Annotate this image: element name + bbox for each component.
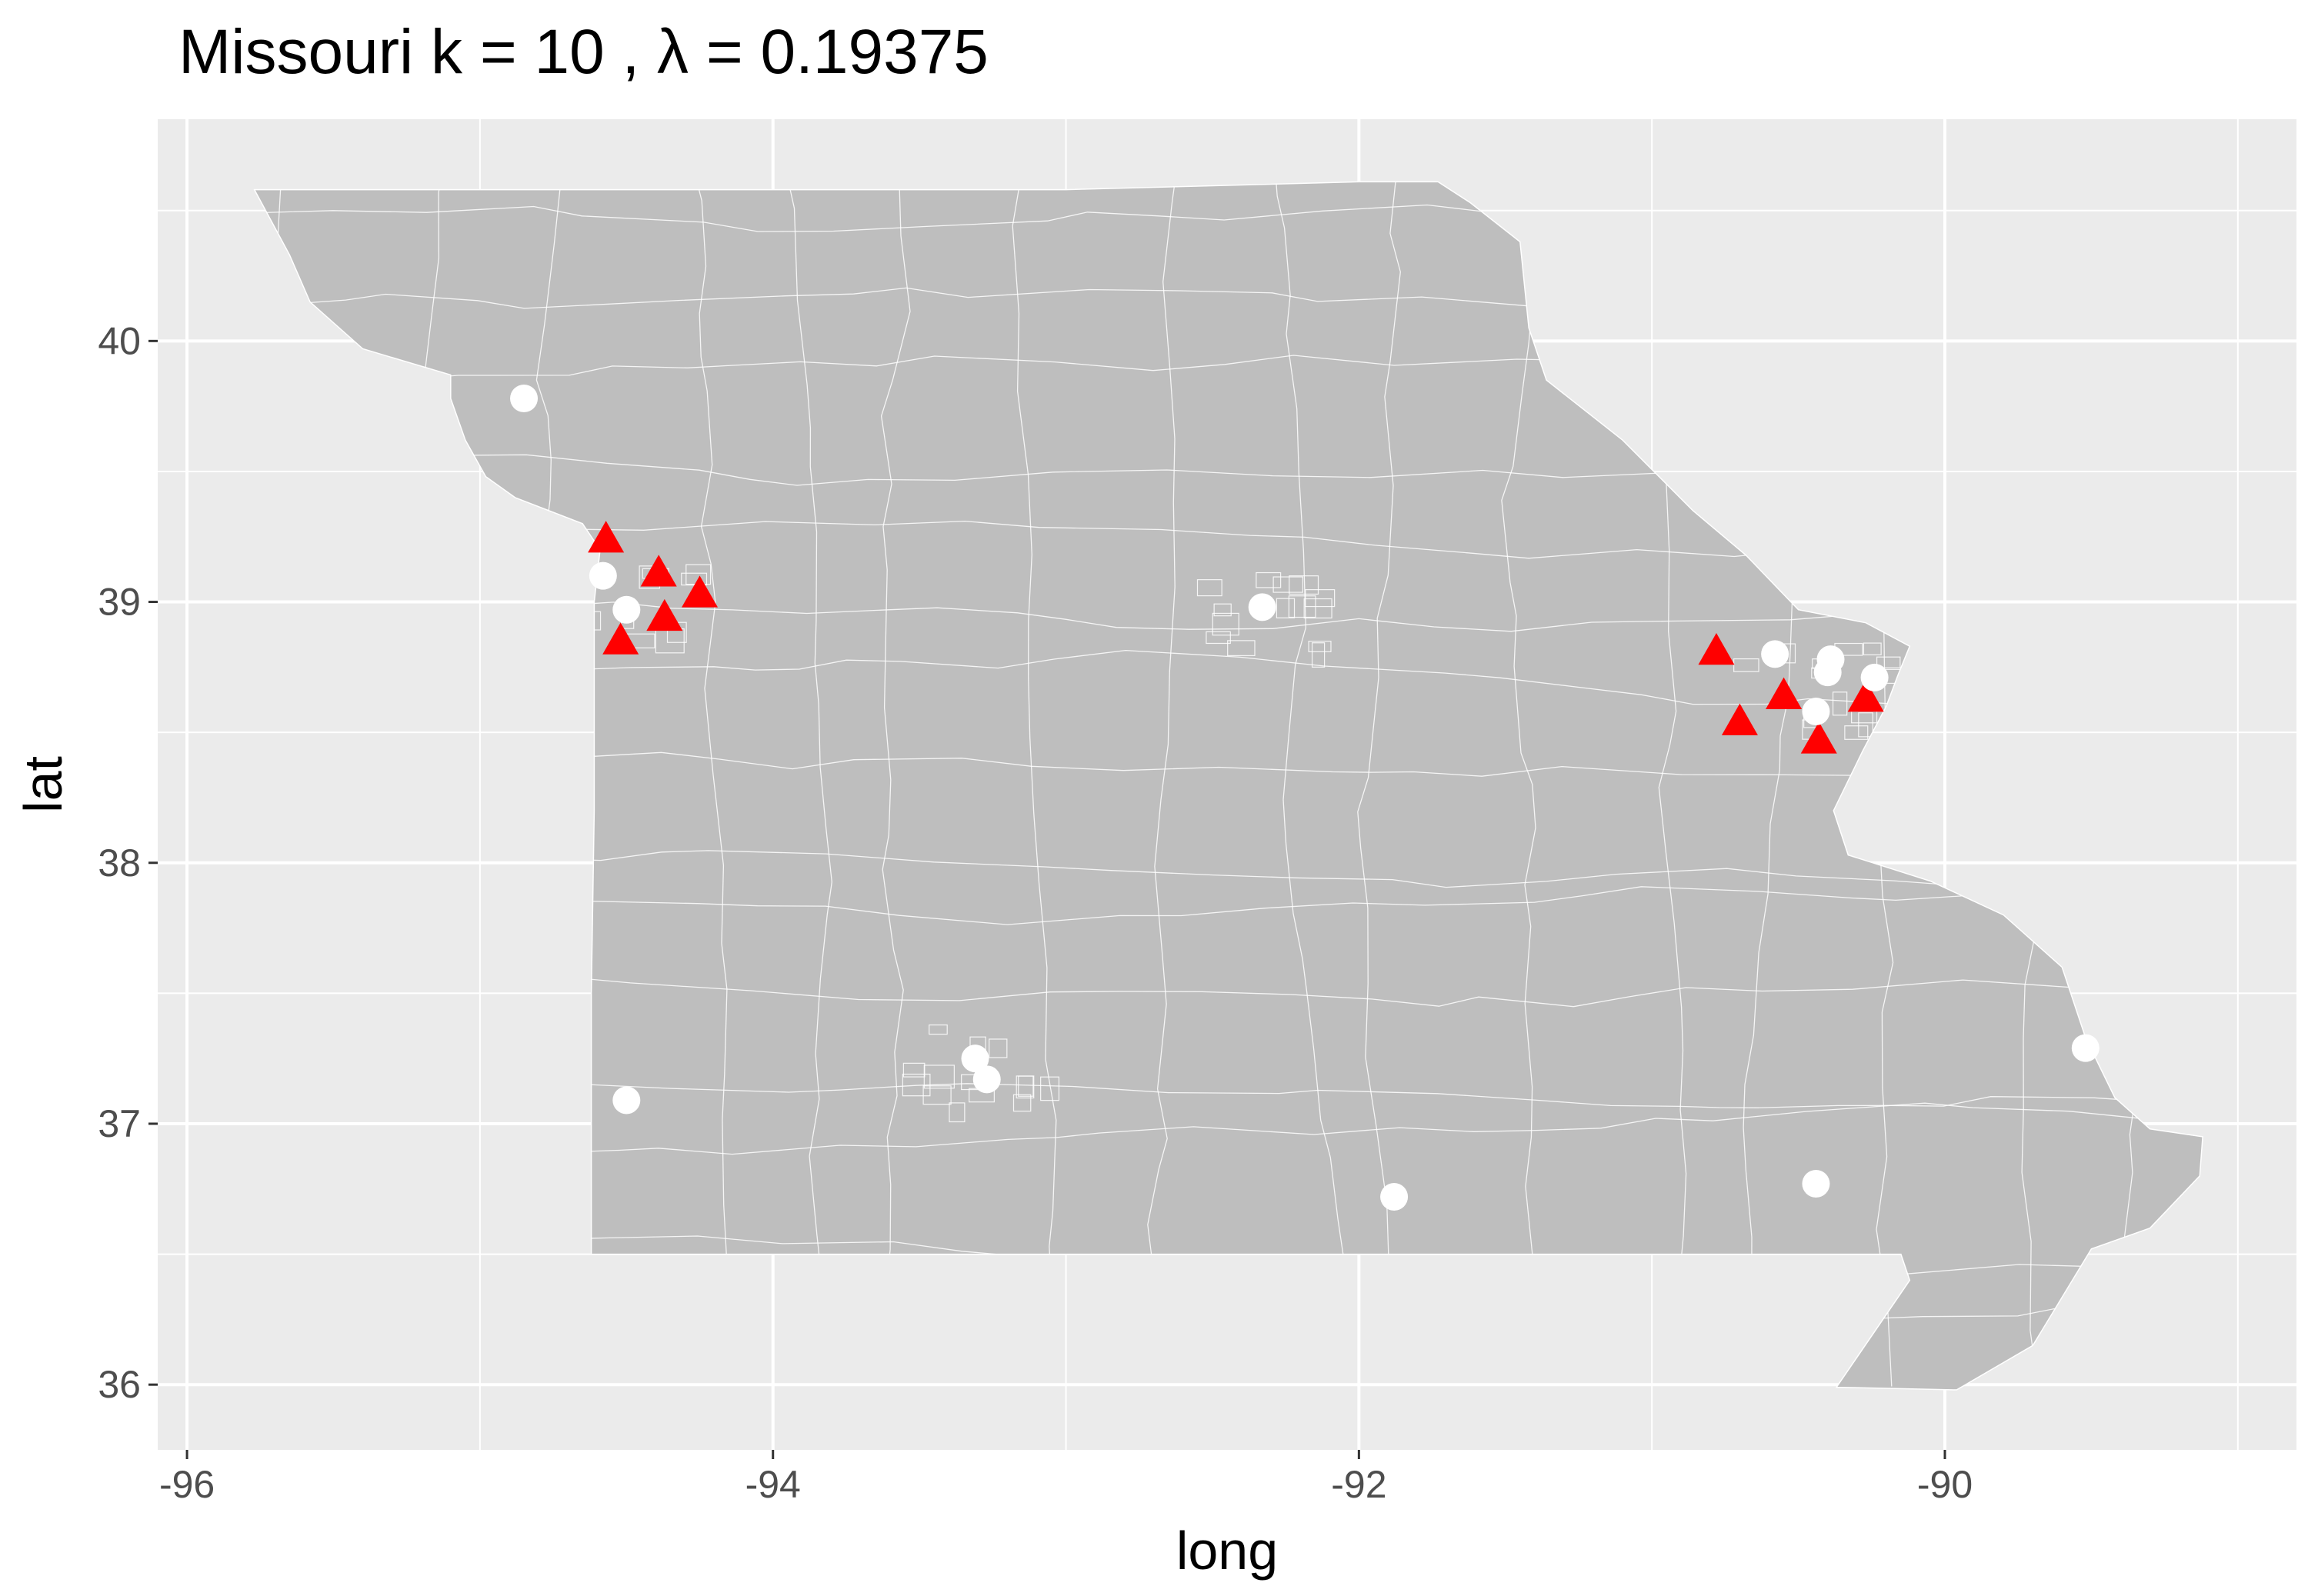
district-boundary-line — [1012, 182, 1066, 1390]
triangle-point — [682, 575, 719, 608]
metro-tract-boundary — [1206, 631, 1231, 645]
metro-tract-boundary — [1733, 658, 1759, 672]
triangle-point — [1698, 633, 1735, 665]
metro-tract-boundary — [1276, 598, 1296, 618]
metro-tract-boundary — [1212, 612, 1239, 636]
circle-point — [1802, 1170, 1830, 1198]
triangle-point — [640, 555, 677, 587]
metro-tract-boundary — [1272, 576, 1304, 593]
x-tick-label: -92 — [1331, 1463, 1386, 1506]
district-boundary-line — [1147, 182, 1179, 1390]
triangle-point — [1800, 721, 1837, 754]
metro-tract-boundary — [923, 1065, 955, 1089]
metro-tract-boundary — [1844, 725, 1869, 740]
metro-tract-boundary — [1303, 598, 1332, 619]
metro-tract-boundary — [681, 572, 708, 586]
chart-title: Missouri k = 10 , λ = 0.19375 — [178, 17, 989, 87]
y-tick-label: 36 — [98, 1363, 141, 1406]
district-boundary-line — [1501, 182, 1543, 1390]
triangle-point — [602, 622, 639, 655]
metro-tract-boundary — [1863, 642, 1882, 655]
y-tick-labels: 36 37 38 39 40 — [98, 319, 141, 1406]
circle-point — [1813, 658, 1842, 687]
metro-tract-boundary — [1305, 589, 1336, 608]
x-tick-label: -96 — [159, 1463, 215, 1506]
y-tick-label: 37 — [98, 1102, 141, 1145]
triangle-point — [1766, 677, 1803, 709]
points-layer — [510, 384, 2100, 1211]
circle-point — [1802, 698, 1830, 726]
triangle-point — [1721, 703, 1758, 735]
y-axis-title: lat — [13, 756, 73, 813]
metro-tract-boundary — [1196, 579, 1222, 597]
circle-point — [589, 561, 617, 590]
x-tick-labels: -96 -94 -92 -90 — [159, 1463, 1973, 1506]
circle-point — [1248, 593, 1276, 621]
metro-tract-boundary — [1858, 712, 1873, 738]
metro-tract-boundary — [1256, 571, 1282, 588]
circle-point — [612, 595, 641, 624]
circle-point — [612, 1086, 641, 1115]
circle-point — [961, 1045, 989, 1073]
metro-tract-boundary — [1289, 575, 1319, 595]
metro-tract-boundary — [1018, 1075, 1034, 1097]
district-boundary-line — [1273, 182, 1361, 1390]
metro-tract-boundary — [1040, 1076, 1060, 1101]
metro-tract-boundary — [929, 1024, 948, 1035]
axis-ticks — [148, 339, 1946, 1459]
circle-point — [1860, 663, 1889, 691]
metro-tract-boundary — [1832, 691, 1848, 716]
circle-point — [1380, 1182, 1409, 1211]
y-tick-label: 38 — [98, 841, 141, 885]
metro-tract-boundary — [989, 1038, 1008, 1058]
y-tick-label: 40 — [98, 319, 141, 362]
metro-tract-boundary — [1308, 641, 1332, 652]
metro-tract-boundary — [1227, 640, 1256, 656]
metro-tract-boundary — [922, 1085, 952, 1105]
metro-tract-boundary — [1213, 603, 1232, 617]
metro-tract-boundary — [1012, 1094, 1032, 1112]
district-boundary-line — [876, 182, 911, 1390]
metro-tract-boundary — [1876, 656, 1901, 668]
metro-tract-boundary — [902, 1073, 931, 1097]
circle-point — [510, 384, 539, 412]
missouri-state-shape — [253, 181, 2203, 1391]
metro-tract-boundary — [949, 1102, 966, 1123]
triangle-point — [588, 521, 625, 553]
circle-point — [1761, 640, 1789, 668]
district-boundary-line — [690, 182, 728, 1390]
circle-point — [972, 1065, 1001, 1094]
triangle-point — [1847, 680, 1884, 712]
y-tick-label: 39 — [98, 581, 141, 624]
x-axis-title: long — [1176, 1521, 1278, 1581]
metro-tract-boundary — [1311, 642, 1326, 668]
x-tick-label: -94 — [745, 1463, 801, 1506]
x-tick-label: -90 — [1917, 1463, 1973, 1506]
circle-point — [2071, 1034, 2100, 1062]
district-boundary-line — [1357, 182, 1401, 1390]
triangle-point — [646, 598, 683, 631]
district-boundary-line — [782, 182, 838, 1390]
